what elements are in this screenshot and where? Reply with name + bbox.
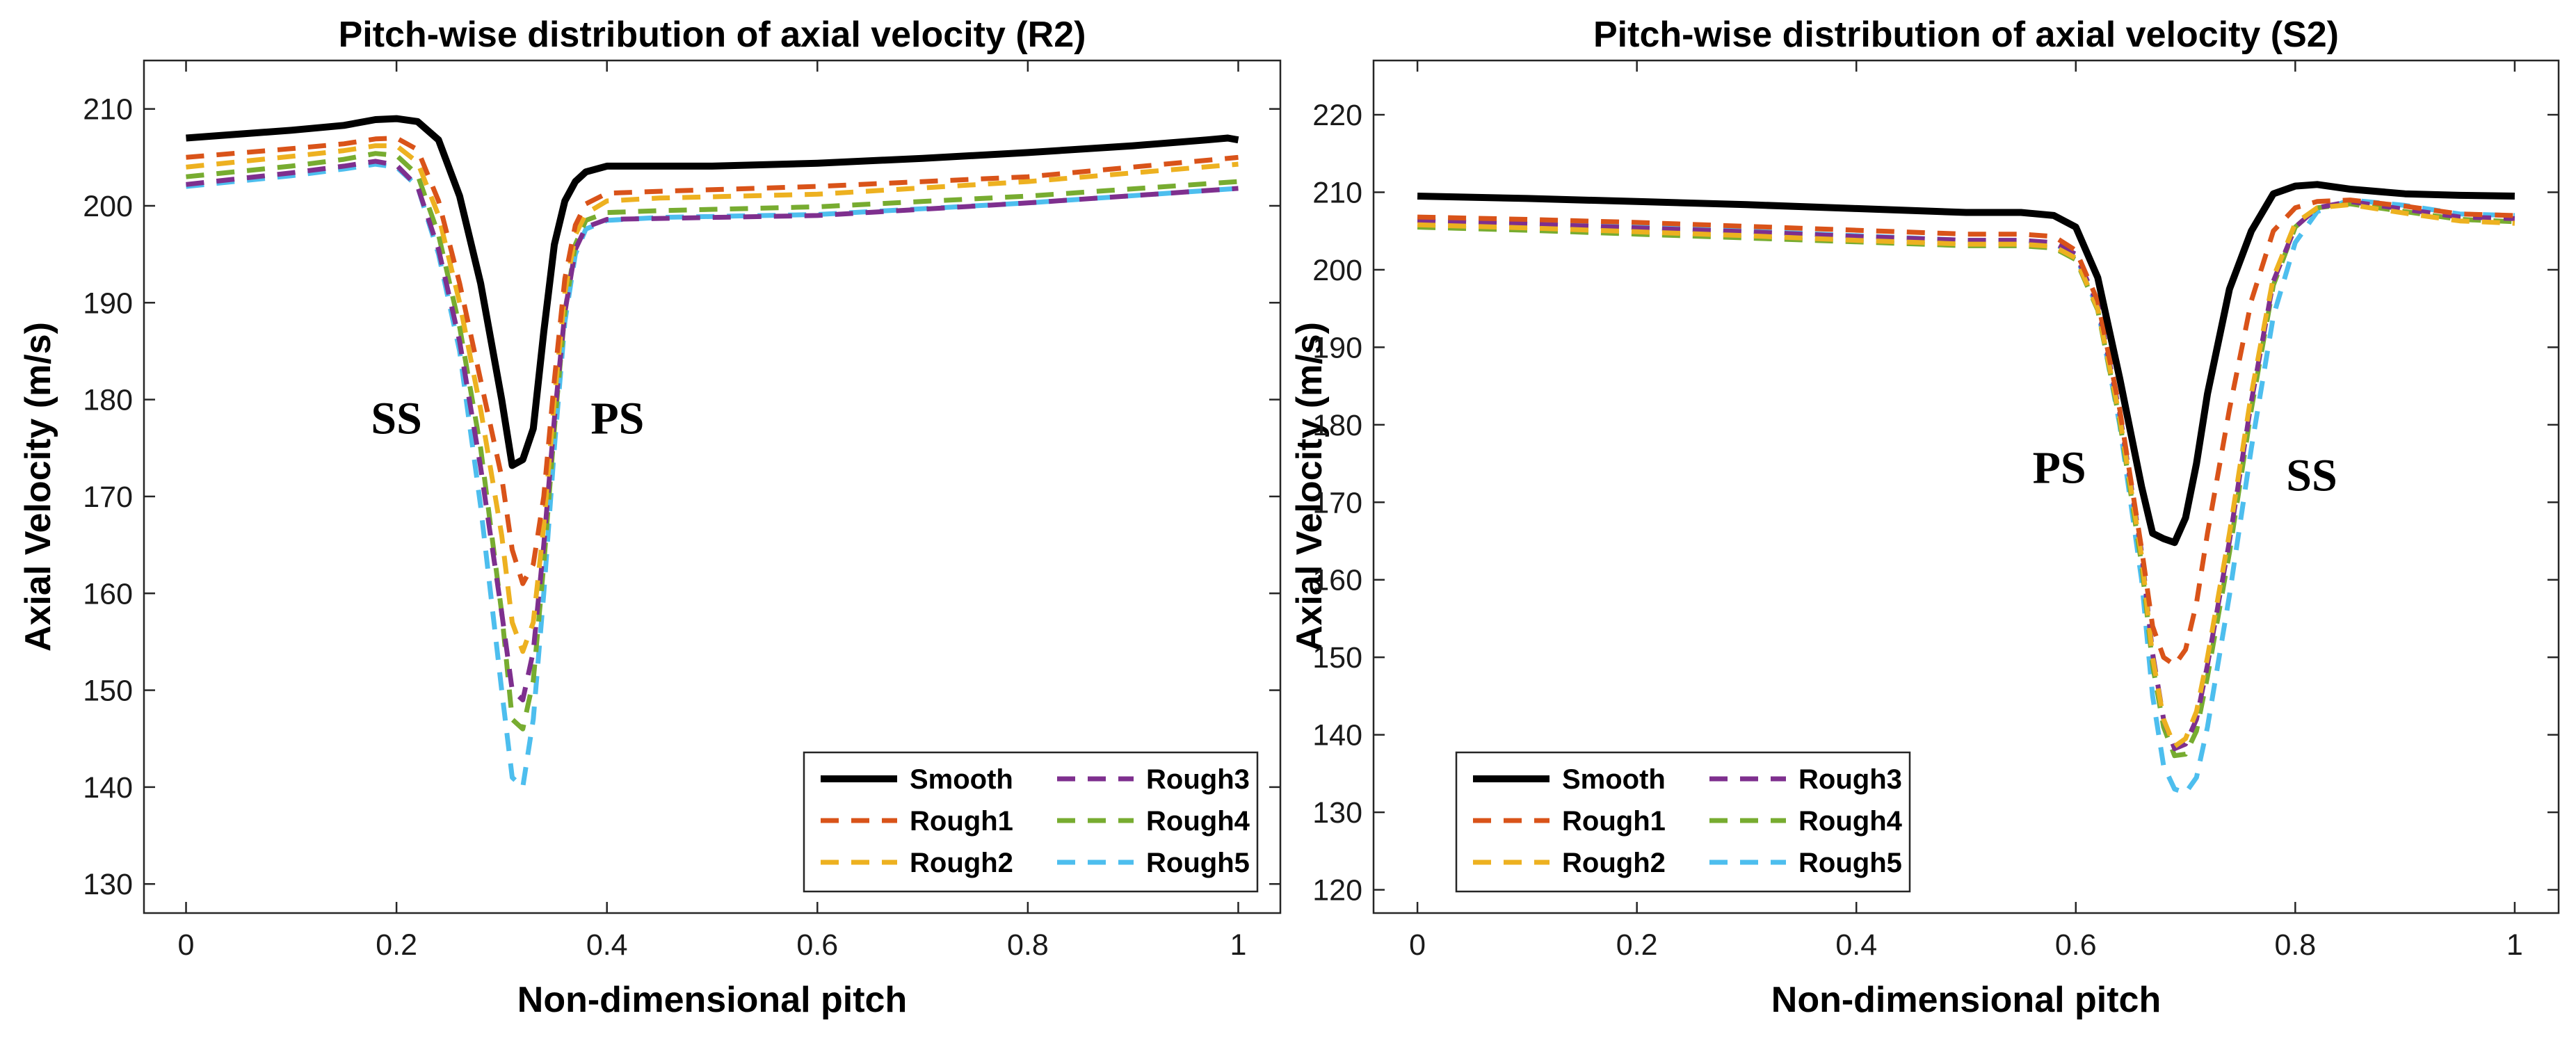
- chart-r2-ytick-label: 160: [83, 577, 133, 611]
- chart-s2-annotation-ss: SS: [2286, 451, 2337, 501]
- chart-r2-ytick-label: 190: [83, 287, 133, 320]
- chart-r2-legend: Smooth Rough1 Rough2 Rough3 Rough4 Rough5: [803, 751, 1259, 893]
- chart-r2-annotation-ss: SS: [371, 393, 421, 444]
- chart-r2-series-rough1: [186, 136, 1239, 586]
- chart-s2-ytick-label: 120: [1312, 874, 1362, 907]
- chart-r2-ytick-label: 200: [83, 190, 133, 223]
- chart-s2-ytick-label: 130: [1312, 796, 1362, 830]
- chart-s2-xtick-label: 0: [1409, 928, 1426, 962]
- chart-r2-ylabel: Axial Velocity (m/s): [18, 322, 58, 652]
- chart-s2-ytick-label: 180: [1312, 409, 1362, 442]
- chart-s2-ytick-label: 170: [1312, 486, 1362, 519]
- chart-s2-series-rough1: [1417, 197, 2515, 668]
- chart-r2-annotation-ps: PS: [590, 393, 644, 444]
- chart-r2-ytick-label: 210: [83, 93, 133, 127]
- chart-s2: Pitch-wise distribution of axial velocit…: [1289, 15, 2560, 1020]
- chart-s2-ytick-label: 220: [1312, 99, 1362, 132]
- chart-s2-xtick-label: 0.4: [1835, 928, 1877, 962]
- chart-s2-title: Pitch-wise distribution of axial velocit…: [1593, 15, 2339, 55]
- chart-r2-xtick-label: 1: [1230, 928, 1247, 962]
- chart-s2-xtick-label: 0.8: [2274, 928, 2316, 962]
- chart-s2-ytick-label: 160: [1312, 564, 1362, 597]
- chart-s2-series-smooth: [1417, 181, 2515, 547]
- chart-r2-ytick-label: 140: [83, 771, 133, 805]
- chart-s2-legend-label-rough2: Rough2: [1562, 848, 1666, 878]
- chart-r2-legend-label-rough5: Rough5: [1146, 848, 1250, 878]
- chart-r2-xtick-label: 0.2: [376, 928, 417, 962]
- chart-r2-series-rough3: [186, 159, 1239, 702]
- chart-s2-legend-label-rough1: Rough1: [1562, 806, 1666, 837]
- chart-s2-ytick-label: 190: [1312, 331, 1362, 364]
- chart-s2-ylabel: Axial Velocity (m/s): [1289, 322, 1330, 652]
- chart-r2-title: Pitch-wise distribution of axial velocit…: [339, 15, 1086, 55]
- chart-s2-ytick-label: 150: [1312, 641, 1362, 675]
- chart-s2-xlabel: Non-dimensional pitch: [1771, 980, 2161, 1020]
- chart-r2-legend-label-rough4: Rough4: [1146, 806, 1250, 837]
- chart-r2-ytick-label: 180: [83, 384, 133, 417]
- chart-r2-legend-label-smooth: Smooth: [910, 764, 1013, 795]
- chart-s2-legend-label-rough4: Rough4: [1798, 806, 1903, 837]
- chart-s2-annotations: PS SS: [2033, 442, 2337, 501]
- chart-r2-series-lines: [186, 115, 1239, 790]
- chart-s2-ytick-label: 140: [1312, 719, 1362, 752]
- chart-r2-legend-label-rough1: Rough1: [910, 806, 1013, 837]
- chart-s2-xtick-label: 0.6: [2055, 928, 2097, 962]
- chart-r2-legend-label-rough2: Rough2: [910, 848, 1013, 878]
- chart-s2-legend: Smooth Rough1 Rough2 Rough3 Rough4 Rough5: [1455, 751, 1911, 893]
- chart-r2: Pitch-wise distribution of axial velocit…: [18, 15, 1282, 1020]
- chart-r2-series-rough4: [186, 151, 1239, 732]
- chart-s2-xtick-label: 0.2: [1616, 928, 1658, 962]
- chart-r2-xtick-label: 0.6: [796, 928, 838, 962]
- chart-r2-ticks: 0 0.2 0.4 0.6 0.8 1 130 140 150 160 170 180 190 200 21…: [83, 60, 1280, 962]
- chart-s2-series-lines: [1417, 181, 2515, 796]
- chart-r2-series-smooth: [186, 115, 1239, 469]
- chart-s2-legend-label-rough3: Rough3: [1798, 764, 1902, 795]
- chart-s2-ticks: 0 0.2 0.4 0.6 0.8 1 120 130 140 150 160 170 180 190 20…: [1312, 60, 2559, 962]
- chart-r2-ytick-label: 130: [83, 868, 133, 901]
- chart-r2-ytick-label: 170: [83, 481, 133, 514]
- chart-r2-xtick-label: 0.4: [586, 928, 628, 962]
- chart-s2-legend-label-rough5: Rough5: [1798, 848, 1902, 878]
- chart-s2-ytick-label: 200: [1312, 254, 1362, 287]
- chart-s2-plot-frame: [1372, 59, 2560, 914]
- chart-s2-ytick-label: 210: [1312, 176, 1362, 209]
- chart-s2-xtick-label: 1: [2506, 928, 2523, 962]
- chart-r2-legend-label-rough3: Rough3: [1146, 764, 1250, 795]
- chart-r2-xtick-label: 0.8: [1007, 928, 1049, 962]
- chart-s2-annotation-ps: PS: [2033, 442, 2086, 493]
- chart-r2-xlabel: Non-dimensional pitch: [517, 980, 907, 1020]
- chart-s2-series-rough2: [1417, 202, 2515, 749]
- chart-r2-plot-frame: [143, 59, 1282, 914]
- chart-r2-ytick-label: 150: [83, 675, 133, 708]
- chart-s2-legend-label-smooth: Smooth: [1562, 764, 1666, 795]
- chart-r2-xtick-label: 0: [178, 928, 195, 962]
- chart-r2-series-rough2: [186, 143, 1239, 654]
- chart-r2-annotations: SS PS: [371, 393, 644, 444]
